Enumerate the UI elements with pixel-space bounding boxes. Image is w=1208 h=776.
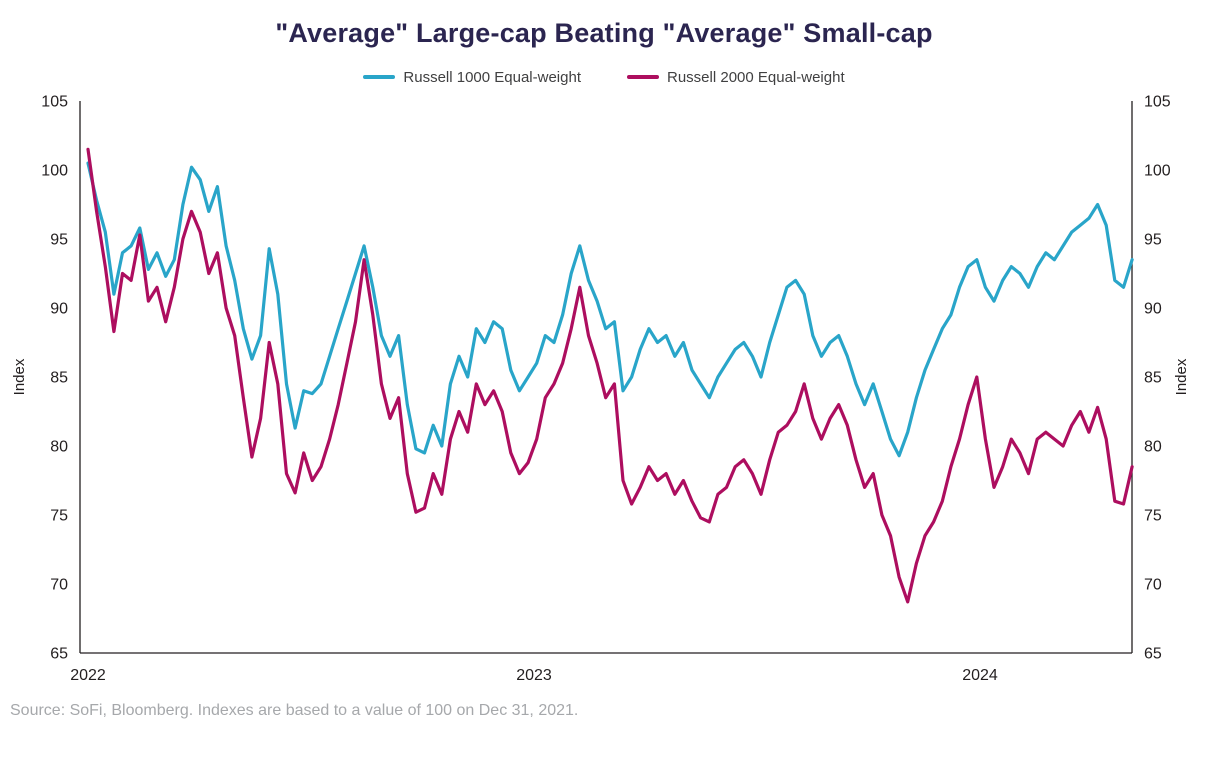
- y-tick-label-left: 90: [50, 301, 68, 318]
- y-tick-label-left: 70: [50, 577, 68, 594]
- y-tick-label-left: 95: [50, 232, 68, 249]
- y-tick-label-right: 95: [1144, 232, 1162, 249]
- chart-page: "Average" Large-cap Beating "Average" Sm…: [0, 18, 1208, 776]
- y-axis-title-left: Index: [11, 358, 28, 395]
- y-tick-label-left: 80: [50, 439, 68, 456]
- legend-item-russell-1000: Russell 1000 Equal-weight: [363, 69, 581, 86]
- chart-area: 65 65 70 70 75 75 80 80 85 85 90 90 95 95 100 100 105 105…: [0, 91, 1208, 696]
- x-tick-label: 2024: [962, 667, 998, 684]
- y-tick-label-right: 90: [1144, 301, 1162, 318]
- chart-title: "Average" Large-cap Beating "Average" Sm…: [275, 18, 933, 48]
- y-tick-label-left: 65: [50, 646, 68, 663]
- y-tick-label-left: 75: [50, 508, 68, 525]
- legend-label-russell-1000: Russell 1000 Equal-weight: [403, 68, 581, 86]
- y-tick-label-left: 105: [41, 94, 68, 111]
- line-chart: 65 65 70 70 75 75 80 80 85 85 90 90 95 95 100 100 105 105…: [11, 94, 1190, 685]
- y-tick-label-left: 100: [41, 163, 68, 180]
- y-tick-label-right: 85: [1144, 370, 1162, 387]
- series-line-russell-1000: [86, 161, 1134, 458]
- y-axis-title-right: Index: [1173, 358, 1190, 395]
- y-tick-label-right: 105: [1144, 94, 1171, 111]
- source-note: Source: SoFi, Bloomberg. Indexes are bas…: [10, 702, 579, 719]
- legend-swatch-russell-1000-icon: [363, 75, 396, 79]
- x-tick-label: 2023: [516, 667, 552, 684]
- y-tick-label-right: 70: [1144, 577, 1162, 594]
- legend-swatch-russell-2000-icon: [627, 75, 659, 79]
- x-tick-label: 2022: [70, 667, 106, 684]
- y-tick-label-right: 75: [1144, 508, 1162, 525]
- y-tick-label-right: 65: [1144, 646, 1162, 663]
- y-tick-label-left: 85: [50, 370, 68, 387]
- series-line-russell-2000: [86, 147, 1134, 604]
- y-tick-label-right: 100: [1144, 163, 1171, 180]
- chart-legend: Russell 1000 Equal-weight Russell 2000 E…: [0, 67, 1208, 87]
- legend-item-russell-2000: Russell 2000 Equal-weight: [627, 69, 845, 86]
- y-tick-label-right: 80: [1144, 439, 1162, 456]
- legend-label-russell-2000: Russell 2000 Equal-weight: [667, 68, 845, 86]
